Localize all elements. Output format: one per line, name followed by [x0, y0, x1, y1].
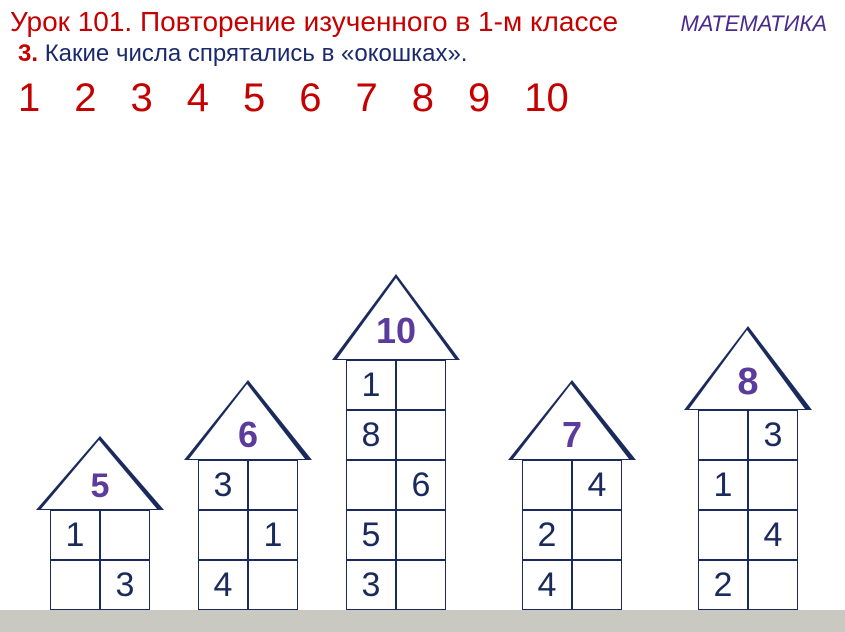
- roof-number: 6: [238, 414, 258, 456]
- grid-cell: 4: [522, 560, 572, 610]
- grid-cell: 8: [346, 410, 396, 460]
- number-row-item: 7: [356, 76, 378, 121]
- grid-cell: [748, 460, 798, 510]
- house-8: 8 3142: [684, 326, 812, 610]
- roof-number: 10: [376, 310, 416, 352]
- table-row: 1: [346, 360, 446, 410]
- house-grid: 13: [50, 510, 150, 610]
- table-row: 1: [50, 510, 150, 560]
- lesson-title: Урок 101. Повторение изученного в 1-м кл…: [10, 6, 680, 38]
- table-row: 3: [50, 560, 150, 610]
- grid-cell: [198, 510, 248, 560]
- grid-cell: 1: [248, 510, 298, 560]
- number-row-item: 5: [243, 76, 265, 121]
- grid-cell: 3: [100, 560, 150, 610]
- table-row: 8: [346, 410, 446, 460]
- house-grid: 3142: [698, 410, 798, 610]
- table-row: 3: [698, 410, 798, 460]
- number-row-item: 9: [468, 76, 490, 121]
- table-row: 3: [346, 560, 446, 610]
- grid-cell: [522, 460, 572, 510]
- subject-label: МАТЕМАТИКА: [680, 11, 835, 37]
- grid-cell: [248, 560, 298, 610]
- roof-number: 8: [737, 361, 758, 404]
- grid-cell: [396, 510, 446, 560]
- table-row: 4: [522, 560, 622, 610]
- task-text: Какие числа спрятались в «окошках».: [45, 40, 468, 67]
- table-row: 4: [198, 560, 298, 610]
- grid-cell: [396, 410, 446, 460]
- grid-cell: [396, 360, 446, 410]
- ground-bar: [0, 610, 845, 632]
- number-row-item: 2: [74, 76, 96, 121]
- grid-cell: 6: [396, 460, 446, 510]
- table-row: 5: [346, 510, 446, 560]
- number-row-item: 1: [18, 76, 40, 121]
- number-row-item: 4: [187, 76, 209, 121]
- house-grid: 424: [522, 460, 622, 610]
- number-row: 123456789 10: [0, 68, 845, 121]
- number-row-item: 3: [131, 76, 153, 121]
- house-roof: 5: [36, 436, 164, 510]
- grid-cell: [748, 560, 798, 610]
- number-row-item: 8: [412, 76, 434, 121]
- grid-cell: 5: [346, 510, 396, 560]
- table-row: 2: [522, 510, 622, 560]
- roof-number: 7: [562, 414, 582, 456]
- house-5: 5 13: [36, 436, 164, 610]
- task-line: 3. Какие числа спрятались в «окошках».: [0, 38, 845, 68]
- house-roof: 8: [684, 326, 812, 410]
- house-6: 6314: [184, 380, 312, 610]
- house-7: 7424: [508, 380, 636, 610]
- grid-cell: 2: [698, 560, 748, 610]
- grid-cell: 4: [572, 460, 622, 510]
- grid-cell: [698, 510, 748, 560]
- table-row: 1: [698, 460, 798, 510]
- grid-cell: 3: [346, 560, 396, 610]
- grid-cell: [346, 460, 396, 510]
- grid-cell: [698, 410, 748, 460]
- grid-cell: [100, 510, 150, 560]
- grid-cell: 4: [748, 510, 798, 560]
- houses-area: 51363141018653742483142: [0, 170, 845, 610]
- task-number: 3.: [18, 40, 38, 67]
- grid-cell: 1: [346, 360, 396, 410]
- grid-cell: [248, 460, 298, 510]
- house-roof: 7: [508, 380, 636, 460]
- roof-number: 5: [91, 467, 110, 506]
- grid-cell: [396, 560, 446, 610]
- house-roof: 10: [332, 274, 460, 360]
- grid-cell: 3: [748, 410, 798, 460]
- table-row: 4: [522, 460, 622, 510]
- table-row: 3: [198, 460, 298, 510]
- grid-cell: 3: [198, 460, 248, 510]
- grid-cell: [572, 560, 622, 610]
- table-row: 6: [346, 460, 446, 510]
- grid-cell: 2: [522, 510, 572, 560]
- house-grid: 18653: [346, 360, 446, 610]
- number-row-item: 6: [299, 76, 321, 121]
- table-row: 4: [698, 510, 798, 560]
- table-row: 1: [198, 510, 298, 560]
- grid-cell: 4: [198, 560, 248, 610]
- grid-cell: 1: [698, 460, 748, 510]
- table-row: 2: [698, 560, 798, 610]
- grid-cell: [50, 560, 100, 610]
- house-roof: 6: [184, 380, 312, 460]
- grid-cell: [572, 510, 622, 560]
- house-grid: 314: [198, 460, 298, 610]
- number-row-item: 10: [524, 76, 569, 121]
- house-10: 10 18653: [332, 274, 460, 610]
- grid-cell: 1: [50, 510, 100, 560]
